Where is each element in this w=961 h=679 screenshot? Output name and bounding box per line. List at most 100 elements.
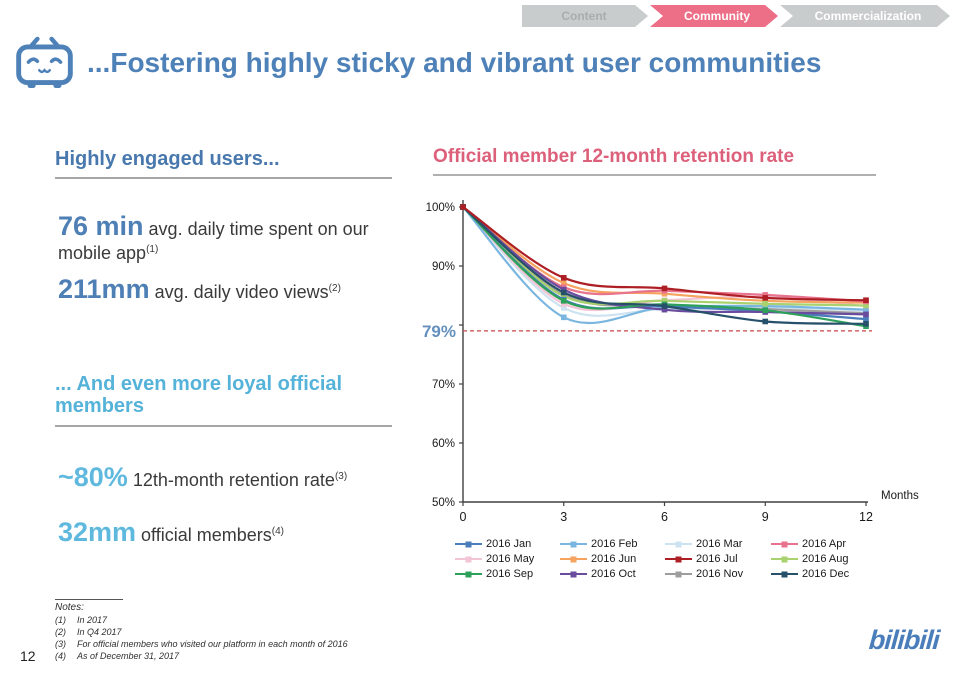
legend-label: 2016 Dec bbox=[802, 568, 850, 580]
legend-label: 2016 Jan bbox=[486, 538, 532, 550]
chart-marker bbox=[863, 316, 869, 322]
chart-marker bbox=[762, 292, 769, 298]
bilibili-tv-icon bbox=[16, 36, 73, 90]
chart-marker bbox=[560, 305, 567, 311]
tab-commercialization: Commercialization bbox=[780, 5, 950, 27]
stat-desc: avg. daily time spent on our mobile app bbox=[58, 219, 369, 263]
note-item: (3) For official members who visited our … bbox=[55, 639, 348, 649]
stat-desc: 12th-month retention rate bbox=[127, 470, 335, 490]
legend-label: 2016 Apr bbox=[802, 538, 847, 550]
chart-marker bbox=[762, 295, 769, 301]
legend-label: 2016 Oct bbox=[591, 568, 636, 580]
legend-label: 2016 Mar bbox=[696, 538, 743, 550]
legend-item-2016-apr: 2016 Apr bbox=[771, 538, 879, 550]
note-ref: (2) bbox=[55, 627, 66, 637]
legend-marker-icon bbox=[771, 571, 798, 578]
legend-label: 2016 Jul bbox=[696, 553, 738, 565]
chart-marker bbox=[863, 306, 869, 313]
note-text: For official members who visited our pla… bbox=[77, 639, 348, 649]
note-ref: (3) bbox=[334, 471, 348, 482]
note-ref: (1) bbox=[146, 243, 159, 255]
legend-marker-icon bbox=[665, 571, 692, 578]
note-item: (2) In Q4 2017 bbox=[55, 627, 348, 637]
chart-marker bbox=[560, 275, 567, 281]
legend-item-2016-sep: 2016 Sep bbox=[455, 568, 560, 580]
notes-heading: Notes: bbox=[55, 599, 123, 613]
stat-daily-time: 76 min avg. daily time spent on our mobi… bbox=[58, 211, 396, 264]
page-number: 12 bbox=[20, 648, 36, 664]
legend-marker-icon bbox=[455, 556, 482, 563]
chart-marker bbox=[661, 298, 668, 304]
stat-value: ~80% bbox=[58, 462, 128, 492]
legend-item-2016-feb: 2016 Feb bbox=[560, 538, 665, 550]
note-item: (1) In 2017 bbox=[55, 615, 348, 625]
chart-marker bbox=[560, 314, 567, 321]
note-ref: (3) bbox=[55, 639, 66, 649]
note-ref: (4) bbox=[271, 526, 284, 537]
note-ref: (1) bbox=[55, 615, 66, 625]
legend-label: 2016 May bbox=[486, 553, 535, 565]
note-ref: (2) bbox=[328, 283, 341, 294]
breadcrumb-tabs: Content Community Commercialization bbox=[522, 5, 950, 27]
chart-marker bbox=[762, 307, 769, 314]
legend-marker-icon bbox=[771, 556, 798, 563]
legend-marker-icon bbox=[560, 541, 587, 548]
chart-marker bbox=[762, 318, 769, 325]
chart-marker bbox=[762, 300, 769, 307]
tab-content: Content bbox=[522, 5, 648, 27]
chart-marker bbox=[560, 298, 567, 304]
legend-label: 2016 Sep bbox=[486, 568, 534, 580]
svg-text:90%: 90% bbox=[432, 261, 455, 273]
chart-marker bbox=[560, 280, 567, 286]
legend-item-2016-jan: 2016 Jan bbox=[455, 538, 560, 550]
page-title: ...Fostering highly sticky and vibrant u… bbox=[87, 47, 822, 78]
legend-marker-icon bbox=[455, 571, 482, 578]
stat-value: 76 min bbox=[58, 211, 144, 241]
legend-marker-icon bbox=[665, 556, 692, 563]
note-item: (4) As of December 31, 2017 bbox=[55, 651, 348, 661]
chart-marker bbox=[863, 311, 869, 318]
chart-marker bbox=[762, 298, 769, 304]
chart-marker bbox=[863, 297, 869, 304]
legend-marker-icon bbox=[455, 541, 482, 548]
legend-marker-icon bbox=[771, 541, 798, 548]
chart-marker bbox=[661, 290, 668, 297]
chart-marker bbox=[661, 285, 668, 292]
legend-item-2016-nov: 2016 Nov bbox=[665, 568, 771, 580]
legend-label: 2016 Nov bbox=[696, 568, 744, 580]
legend-item-2016-may: 2016 May bbox=[455, 553, 560, 565]
section-heading-engaged-users: Highly engaged users... bbox=[55, 148, 392, 180]
note-text: As of December 31, 2017 bbox=[77, 651, 180, 661]
retention-line-chart: 50% 60% 70% 90% 100% 0 3 6 9 12 Months 79% bbox=[422, 200, 919, 524]
svg-text:12: 12 bbox=[859, 510, 873, 524]
legend-marker-icon bbox=[560, 556, 587, 563]
svg-text:3: 3 bbox=[560, 510, 567, 524]
chart-marker bbox=[460, 204, 466, 210]
svg-text:70%: 70% bbox=[432, 379, 455, 391]
bilibili-logo: bilibili bbox=[867, 625, 941, 655]
stat-video-views: 211mm avg. daily video views(2) bbox=[58, 274, 396, 306]
chart-marker bbox=[560, 300, 567, 307]
chart-marker bbox=[560, 286, 567, 293]
chart-legend: 2016 Jan 2016 Feb 2016 Mar 2016 Apr 2016 May… bbox=[455, 538, 879, 580]
legend-item-2016-aug: 2016 Aug bbox=[771, 553, 879, 565]
svg-text:6: 6 bbox=[661, 510, 668, 524]
stat-value: 211mm bbox=[58, 274, 150, 304]
legend-label: 2016 Jun bbox=[591, 553, 637, 565]
tab-community: Community bbox=[650, 5, 778, 27]
chart-marker bbox=[661, 306, 668, 313]
stat-desc: official members bbox=[136, 525, 272, 545]
note-text: In Q4 2017 bbox=[77, 627, 122, 637]
retention-threshold-label: 79% bbox=[422, 322, 456, 341]
legend-item-2016-jun: 2016 Jun bbox=[560, 553, 665, 565]
chart-marker bbox=[863, 302, 869, 309]
svg-text:60%: 60% bbox=[432, 438, 455, 450]
stat-retention-rate: ~80% 12th-month retention rate(3) bbox=[58, 462, 396, 494]
legend-marker-icon bbox=[665, 541, 692, 548]
notes-block: Notes: (1) In 2017 (2) In Q4 2017 (3) For o… bbox=[55, 599, 348, 661]
legend-label: 2016 Aug bbox=[802, 553, 849, 565]
chart-marker bbox=[560, 293, 567, 299]
svg-text:9: 9 bbox=[762, 510, 769, 524]
x-axis-label: Months bbox=[881, 490, 919, 502]
